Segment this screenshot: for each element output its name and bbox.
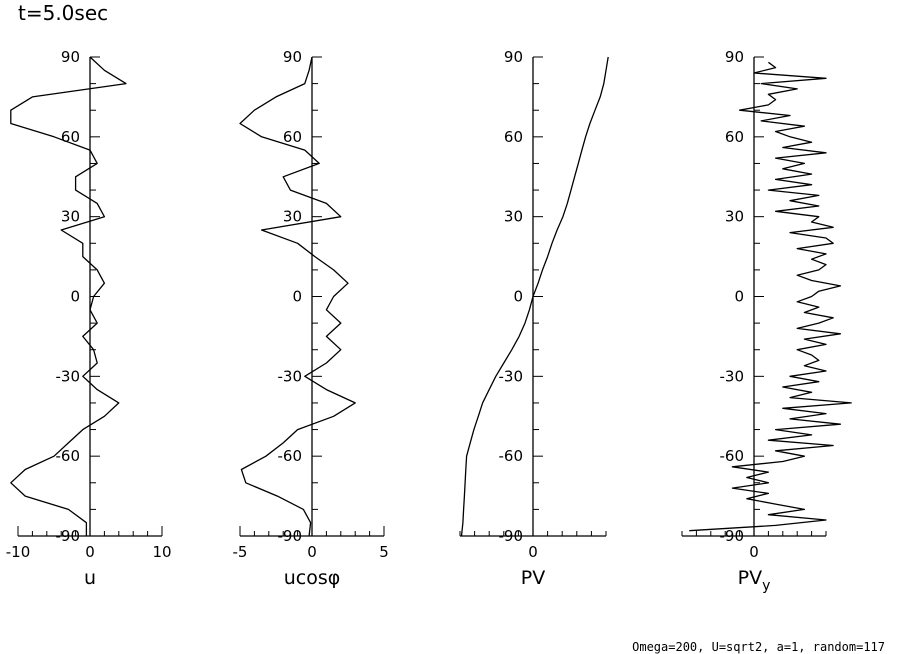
series-line: [239, 56, 356, 537]
figure-title: t=5.0sec: [18, 1, 108, 25]
y-tick-label: 60: [283, 128, 302, 146]
y-tick-label: -30: [499, 367, 524, 385]
series-line: [689, 61, 852, 532]
y-tick-label: 60: [504, 128, 523, 146]
x-tick-label: 0: [749, 543, 759, 561]
y-tick-label: -30: [278, 367, 303, 385]
y-tick-label: 30: [283, 208, 302, 226]
y-tick-label: -60: [56, 447, 81, 465]
x-axis-label: ucosφ: [284, 567, 341, 589]
y-tick-label: 30: [725, 208, 744, 226]
y-tick-label: -90: [56, 527, 81, 545]
y-tick-label: 30: [504, 208, 523, 226]
x-axis-label: PVy: [738, 567, 771, 594]
y-tick-label: 0: [292, 288, 302, 306]
panel-2: -90 -60 -30 0 30 60 90 -5 0 5 ucosφ: [233, 48, 389, 589]
y-tick-label: -30: [720, 367, 745, 385]
y-tick-label: 90: [725, 48, 744, 66]
y-tick-label: -90: [278, 527, 303, 545]
y-tick-label: 60: [725, 128, 744, 146]
y-tick-label: 0: [513, 288, 523, 306]
y-tick-label: 30: [61, 208, 80, 226]
y-tick-label: -60: [720, 447, 745, 465]
panel-4: -90 -60 -30 0 30 60 90 0 PVy: [681, 48, 852, 594]
parameter-footer: Omega=200, U=sqrt2, a=1, random=117: [632, 640, 885, 654]
x-tick-label: -5: [233, 543, 248, 561]
x-tick-label: 5: [379, 543, 389, 561]
y-tick-label: -60: [499, 447, 524, 465]
x-tick-label: 0: [307, 543, 317, 561]
x-tick-label: 0: [528, 543, 538, 561]
y-tick-label: 0: [70, 288, 80, 306]
x-axis-label-subscript: y: [762, 578, 770, 594]
y-tick-label: 90: [504, 48, 523, 66]
y-tick-label: 90: [61, 48, 80, 66]
x-axis-label: PV: [521, 567, 545, 589]
series-line: [460, 56, 609, 537]
series-line: [10, 56, 127, 536]
x-tick-label: 0: [85, 543, 95, 561]
x-tick-label: 10: [152, 543, 171, 561]
y-tick-label: -60: [278, 447, 303, 465]
x-axis-label: u: [84, 567, 96, 589]
y-tick-label: -90: [720, 527, 745, 545]
y-tick-label: 90: [283, 48, 302, 66]
y-tick-label: 0: [734, 288, 744, 306]
y-tick-label: -90: [499, 527, 524, 545]
x-tick-label: -10: [6, 543, 31, 561]
y-tick-label: -30: [56, 367, 81, 385]
panel-3: -90 -60 -30 0 30 60 90 0 PV: [459, 48, 609, 589]
